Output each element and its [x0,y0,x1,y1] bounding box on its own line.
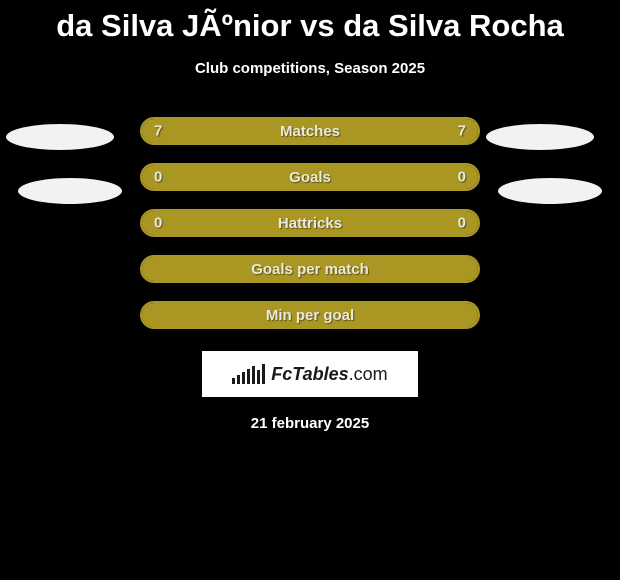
logo-text: FcTables.com [271,364,387,385]
stat-left-value: 7 [154,123,162,140]
stat-row-matches: 7 7 Matches [140,117,480,145]
avatar-left-0 [6,124,114,150]
stat-right-value: 0 [458,169,466,186]
avatar-left-1 [18,178,122,204]
stat-row-min-per-goal: Min per goal [140,301,480,329]
stat-fill-left [142,165,310,189]
stat-left-value: 0 [154,169,162,186]
stat-right-value: 7 [458,123,466,140]
stat-row-goals-per-match: Goals per match [140,255,480,283]
date-label: 21 february 2025 [0,415,620,432]
stat-row-hattricks: 0 0 Hattricks [140,209,480,237]
stat-label: Goals per match [251,261,369,278]
stat-label: Min per goal [266,307,354,324]
logo-bars-icon [232,364,265,384]
avatar-right-0 [486,124,594,150]
stat-fill-right [310,165,478,189]
stat-label: Goals [289,169,331,186]
stat-row-goals: 0 0 Goals [140,163,480,191]
stat-left-value: 0 [154,215,162,232]
stat-label: Matches [280,123,340,140]
page-title: da Silva JÃºnior vs da Silva Rocha [0,0,620,44]
stat-label: Hattricks [278,215,342,232]
fctables-logo: FcTables.com [202,351,418,397]
subtitle: Club competitions, Season 2025 [0,60,620,77]
stat-right-value: 0 [458,215,466,232]
avatar-right-1 [498,178,602,204]
